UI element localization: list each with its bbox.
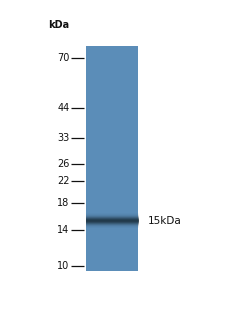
Text: 22: 22 [57,176,69,187]
Text: 26: 26 [57,159,69,169]
Text: 44: 44 [57,103,69,113]
Text: 70: 70 [57,53,69,63]
Text: 10: 10 [57,261,69,271]
Text: 33: 33 [57,133,69,143]
Text: 18: 18 [57,198,69,208]
Text: 15kDa: 15kDa [148,216,181,226]
Text: 14: 14 [57,225,69,235]
Bar [86,46,138,271]
Text: kDa: kDa [48,20,69,30]
